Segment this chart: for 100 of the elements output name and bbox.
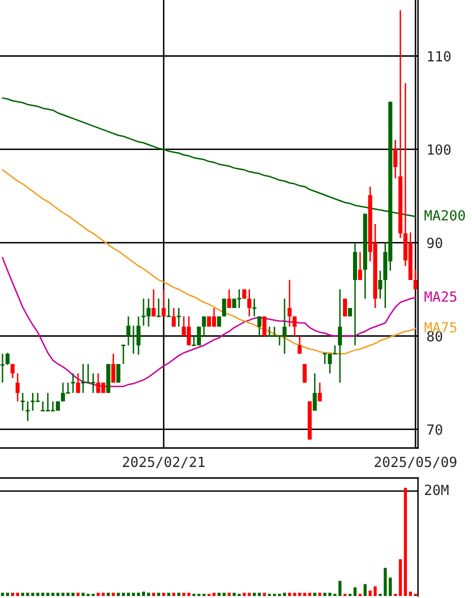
bar <box>36 592 40 596</box>
candlestick <box>222 298 226 318</box>
series-label: MA25 <box>424 291 456 302</box>
bar <box>152 592 156 596</box>
candlestick <box>202 316 206 337</box>
candlestick <box>318 382 322 402</box>
candlestick <box>16 372 20 402</box>
bar <box>182 592 186 596</box>
bar <box>212 592 216 596</box>
y-tick-label: 110 <box>428 51 451 62</box>
candlestick <box>298 335 302 354</box>
bar <box>258 592 261 596</box>
bar <box>102 592 105 596</box>
candlestick <box>85 363 91 384</box>
bar <box>1 592 4 596</box>
candlestick <box>24 400 30 422</box>
bar <box>51 592 54 596</box>
candlestick <box>50 400 56 412</box>
bar <box>313 592 316 596</box>
candlestick <box>90 372 96 394</box>
bar <box>76 592 80 596</box>
bar <box>404 488 407 596</box>
bar <box>388 578 392 596</box>
bar <box>82 592 85 596</box>
bar <box>136 592 140 596</box>
candlestick <box>152 288 156 318</box>
bar <box>147 592 150 596</box>
y-tick-label: 100 <box>428 144 451 155</box>
candlestick <box>116 363 120 384</box>
candlestick <box>111 353 116 384</box>
bar <box>228 592 231 596</box>
y-tick-label: 90 <box>427 238 442 248</box>
candlestick <box>338 288 342 384</box>
bar <box>187 592 190 596</box>
candlestick <box>80 363 86 394</box>
candlestick <box>156 298 162 318</box>
bar <box>242 592 246 596</box>
candlestick <box>76 372 80 394</box>
bar <box>262 592 266 596</box>
bar <box>338 580 342 596</box>
candlestick <box>162 288 166 318</box>
bar <box>218 592 221 596</box>
bar <box>162 592 166 596</box>
bar <box>293 592 296 596</box>
bar <box>26 592 30 596</box>
candlestick <box>45 392 51 412</box>
series-label: MA200 <box>424 210 465 221</box>
bar <box>308 592 312 596</box>
bar <box>328 592 332 596</box>
candlestick <box>20 392 26 412</box>
candlestick <box>288 279 292 328</box>
ref-line-label: 20M <box>425 484 448 496</box>
bar <box>323 592 326 596</box>
bar <box>142 592 146 596</box>
candlestick <box>166 298 172 318</box>
bar <box>61 592 64 596</box>
bar <box>126 592 130 596</box>
bar <box>96 592 100 596</box>
candlestick <box>140 298 146 326</box>
candlestick <box>0 353 6 384</box>
bar <box>248 592 251 596</box>
bar <box>31 592 34 596</box>
bar <box>384 568 387 596</box>
bar <box>298 592 302 596</box>
bar <box>6 592 10 596</box>
bar <box>408 592 412 596</box>
candlestick <box>227 288 232 309</box>
bar <box>177 592 180 596</box>
candlestick <box>257 316 262 337</box>
bar <box>116 592 120 596</box>
bar <box>122 592 125 596</box>
series-label: MA75 <box>424 322 456 333</box>
bar <box>16 592 20 596</box>
candlestick <box>40 400 46 412</box>
bar <box>288 592 292 596</box>
candlestick <box>342 298 347 318</box>
bar <box>354 587 357 596</box>
bar <box>157 592 160 596</box>
candlestick <box>312 372 317 412</box>
bar <box>303 592 306 596</box>
candlestick <box>172 307 176 328</box>
bar <box>167 592 170 596</box>
bar <box>106 592 110 596</box>
candlestick <box>358 251 362 281</box>
bar <box>252 592 256 596</box>
bar <box>66 592 70 596</box>
candlestick <box>176 307 182 328</box>
candlestick <box>302 363 307 384</box>
bar <box>364 584 367 596</box>
x-tick-label: 2025/05/09 <box>374 456 456 468</box>
bar <box>232 592 236 596</box>
bar <box>398 559 402 596</box>
y-tick-label: 70 <box>427 424 442 435</box>
candlestick <box>247 288 252 318</box>
candlestick <box>292 316 297 337</box>
candlestick <box>378 270 382 300</box>
bar <box>11 592 14 596</box>
x-tick-label: 2025/02/21 <box>122 456 205 468</box>
bar <box>222 592 226 596</box>
bar <box>172 592 176 596</box>
